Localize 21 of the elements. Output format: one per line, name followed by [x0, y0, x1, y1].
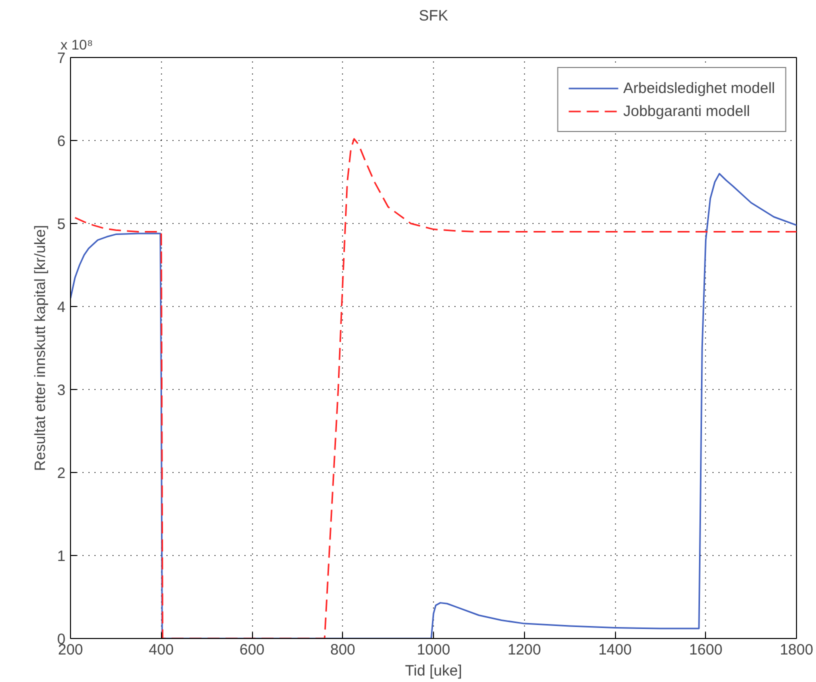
x-tick-label: 400: [148, 642, 174, 658]
y-tick-label: 4: [57, 299, 66, 316]
x-tick-label: 1600: [689, 642, 722, 658]
y-tick-label: 2: [57, 465, 66, 482]
text: x 10⁸: [60, 36, 93, 52]
x-axis-title: Tid [uke]: [405, 662, 462, 680]
y-tick-label: 1: [57, 548, 66, 565]
y-tick-label: 6: [57, 133, 66, 150]
x-tick-label: 800: [330, 642, 356, 658]
y-tick-label: 7: [57, 50, 66, 67]
y-tick-label: 5: [57, 216, 66, 233]
legend-label: Arbeidsledighet modell: [623, 80, 775, 96]
x-tick-label: 600: [239, 642, 265, 658]
x-tick-label: 1200: [508, 642, 541, 658]
y-tick-label: 3: [57, 382, 66, 399]
x-tick-label: 1000: [416, 642, 450, 658]
x-tick-label: 1800: [780, 642, 814, 658]
legend-label: Jobbgaranti modell: [623, 102, 750, 120]
y-axis-title: Resultat etter innskutt kapital [kr/uke]: [32, 225, 50, 471]
x-tick-label: 1400: [598, 642, 632, 658]
chart-title: SFK: [418, 8, 448, 24]
